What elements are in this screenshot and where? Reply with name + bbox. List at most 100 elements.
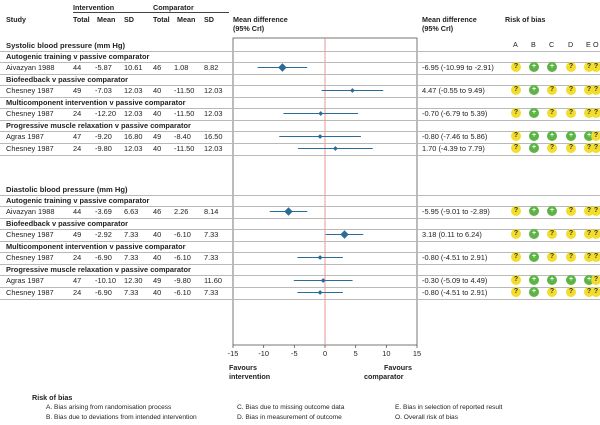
x-tick-label: -10	[258, 349, 269, 358]
group-separator	[0, 51, 600, 52]
rob-letter-e: E	[586, 40, 591, 49]
int-total: 44	[73, 63, 82, 72]
point-estimate-marker	[320, 278, 326, 283]
rob-letter-o: O	[593, 40, 599, 49]
int-mean: -9.80	[95, 144, 112, 153]
int-mean: -6.90	[95, 253, 112, 262]
int-sd: 7.33	[124, 253, 139, 262]
rob-dot-e: ?	[584, 143, 594, 153]
int-sd: 7.33	[124, 230, 139, 239]
rob-dot-o: ?	[591, 275, 600, 285]
rob-dot-b: +	[529, 85, 539, 95]
comp-sd: 16.50	[204, 132, 223, 141]
row-separator	[0, 275, 600, 276]
int-total: 44	[73, 207, 82, 216]
comparator-underline	[153, 12, 229, 13]
x-tick-label: 15	[413, 349, 421, 358]
rob-dot-e: ?	[584, 287, 594, 297]
study-name: Chesney 1987	[6, 230, 54, 239]
rob-dot-o: ?	[591, 62, 600, 72]
comp-mean: -9.80	[174, 276, 191, 285]
group-separator	[0, 195, 600, 196]
row-separator	[0, 229, 600, 230]
rob-dot-d: ?	[566, 229, 576, 239]
point-estimate-marker	[317, 290, 323, 295]
int-sd: 7.33	[124, 288, 139, 297]
favours-left-2: intervention	[229, 372, 271, 381]
int-total: 49	[73, 230, 82, 239]
rob-dot-d: ?	[566, 287, 576, 297]
rob-dot-b: +	[529, 131, 539, 141]
rob-dot-a: ?	[511, 275, 521, 285]
study-name: Chesney 1987	[6, 253, 54, 262]
rob-dot-a: ?	[511, 85, 521, 95]
rob-dot-a: ?	[511, 143, 521, 153]
comp-mean: 1.08	[174, 63, 189, 72]
group-label: Multicomponent intervention v passive co…	[6, 242, 186, 251]
rob-dot-o: ?	[591, 206, 600, 216]
mean-difference-text: -0.70 (-6.79 to 5.39)	[422, 109, 488, 118]
section-end-separator	[0, 155, 600, 156]
int-mean: -6.90	[95, 288, 112, 297]
rob-dot-d: ?	[566, 252, 576, 262]
group-label: Autogenic training v passive comparator	[6, 196, 150, 205]
rob-dot-e: ?	[584, 229, 594, 239]
rob-dot-c: +	[547, 275, 557, 285]
rob-dot-b: +	[529, 275, 539, 285]
rob-dot-b: +	[529, 62, 539, 72]
rob-dot-a: ?	[511, 229, 521, 239]
header-crI-text: (95% CrI)	[422, 24, 454, 33]
header-int-sd: SD	[124, 15, 134, 24]
header-md-text: Mean difference	[422, 15, 477, 24]
study-name: Chesney 1987	[6, 109, 54, 118]
study-name: Aivazyan 1988	[6, 63, 55, 72]
rob-letter-b: B	[531, 40, 536, 49]
int-total: 24	[73, 288, 82, 297]
section-end-separator	[0, 299, 600, 300]
comp-mean: -11.50	[174, 86, 195, 95]
x-tick-label: 5	[354, 349, 358, 358]
comp-total: 49	[153, 132, 162, 141]
int-sd: 12.30	[124, 276, 143, 285]
x-tick-label: 10	[382, 349, 390, 358]
rob-dot-b: +	[529, 143, 539, 153]
row-separator	[0, 252, 600, 253]
int-mean: -7.03	[95, 86, 112, 95]
x-tick-label: -15	[228, 349, 239, 358]
legend-item-o: O. Overall risk of bias	[395, 414, 459, 421]
comp-total: 40	[153, 86, 162, 95]
study-name: Chesney 1987	[6, 288, 54, 297]
int-total: 47	[73, 132, 82, 141]
rob-dot-e: ?	[584, 252, 594, 262]
row-separator	[0, 108, 600, 109]
comp-sd: 8.82	[204, 63, 219, 72]
rob-dot-d: ?	[566, 143, 576, 153]
int-total: 24	[73, 253, 82, 262]
rob-dot-d: +	[566, 131, 576, 141]
int-mean: -3.69	[95, 207, 112, 216]
legend-item-d: D. Bias in measurement of outcome	[237, 414, 342, 421]
group-separator	[0, 218, 600, 219]
group-label: Multicomponent intervention v passive co…	[6, 98, 186, 107]
int-total: 49	[73, 86, 82, 95]
study-name: Chesney 1987	[6, 144, 54, 153]
rob-dot-e: +	[584, 131, 594, 141]
rob-dot-o: ?	[591, 287, 600, 297]
int-sd: 6.63	[124, 207, 139, 216]
comp-sd: 12.03	[204, 86, 223, 95]
rob-dot-c: +	[547, 62, 557, 72]
rob-dot-c: ?	[547, 85, 557, 95]
x-tick-label: -5	[291, 349, 298, 358]
rob-letter-c: C	[549, 40, 555, 49]
rob-letter-a: A	[513, 40, 518, 49]
comp-mean: -6.10	[174, 230, 191, 239]
point-estimate-marker	[284, 207, 293, 216]
comp-sd: 12.03	[204, 144, 223, 153]
study-name: Agras 1987	[6, 132, 44, 141]
row-separator	[0, 85, 600, 86]
rob-dot-d: ?	[566, 108, 576, 118]
comp-sd: 12.03	[204, 109, 223, 118]
comp-sd: 8.14	[204, 207, 219, 216]
